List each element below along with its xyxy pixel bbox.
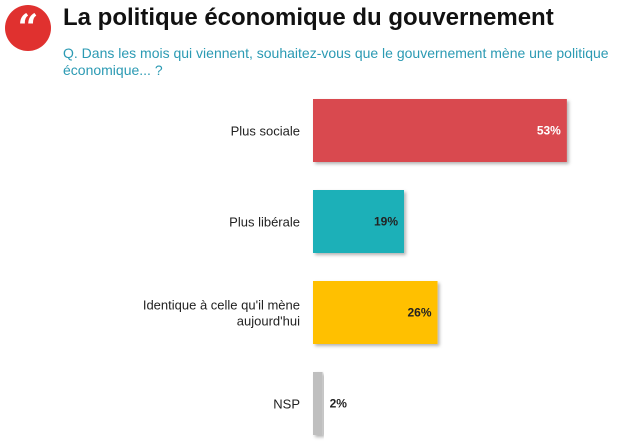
quote-icon: “ (5, 5, 51, 51)
category-label: Identique à celle qu'il mène aujourd'hui (143, 298, 300, 329)
bar-3 (313, 372, 323, 435)
category-label: Plus libérale (229, 215, 300, 230)
value-label: 53% (537, 124, 561, 138)
bar-1 (313, 190, 405, 253)
page-title: La politique économique du gouvernement (63, 4, 554, 31)
bar-2 (313, 281, 438, 344)
question-text: Q. Dans les mois qui viennent, souhaitez… (63, 45, 609, 78)
value-label: 19% (374, 215, 398, 229)
bars-layer: Plus sociale 53% Plus libérale 19% Identique… (143, 99, 567, 435)
bar-0 (313, 99, 567, 162)
value-label: 2% (330, 397, 348, 411)
category-label: NSP (273, 397, 300, 412)
quote-glyph: “ (17, 7, 39, 49)
category-label: Plus sociale (231, 124, 300, 139)
value-label: 26% (408, 306, 432, 320)
